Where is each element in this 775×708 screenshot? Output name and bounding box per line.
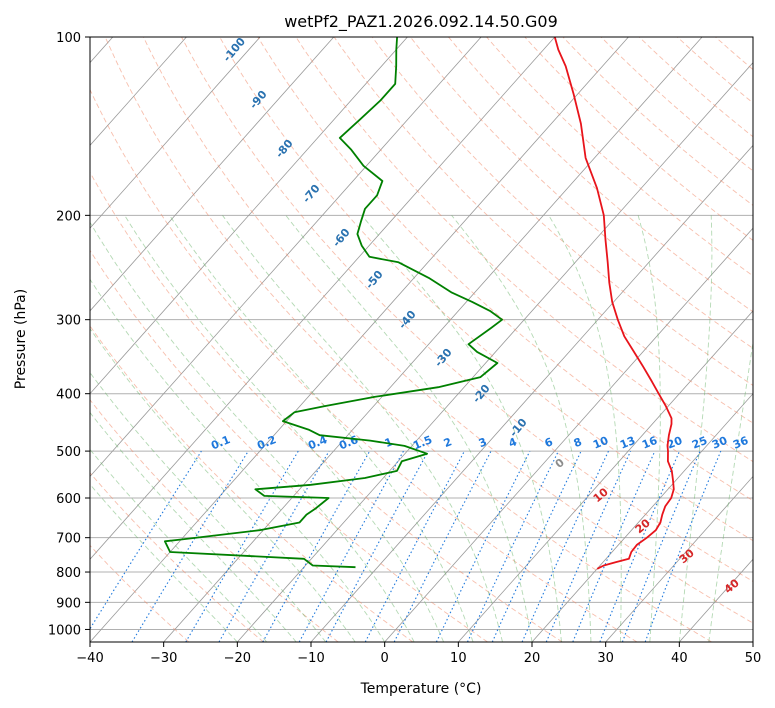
temperature-trace (553, 37, 675, 570)
plot-area: 0.1 0.2 0.4 0.6 1 1.5 2 3 4 6 8 10 13 16 20 25 30 36-100-… (90, 37, 753, 642)
mixing-ratio-line (621, 450, 701, 642)
moist-adiabat-line (361, 215, 562, 642)
moist-adiabat-line (708, 339, 753, 642)
chart-title: wetPf2_PAZ1.2026.092.14.50.G09 (284, 12, 558, 32)
mixing-ratio-line (599, 450, 681, 642)
mixing-ratio-line (131, 450, 249, 642)
mixing-ratio-label: 8 (572, 435, 584, 450)
dry-adiabat-line (257, 37, 753, 502)
mixing-ratio-line (644, 450, 722, 642)
dry-adiabat-line (181, 37, 753, 582)
x-tick-label: 20 (524, 651, 541, 666)
mixing-ratio-line (298, 450, 404, 642)
moist-adiabat-line (90, 327, 356, 642)
isotherm-line (90, 37, 556, 560)
moist-adiabat-line (169, 215, 474, 642)
y-tick-label: 400 (56, 388, 81, 403)
moist-adiabat-line (90, 411, 297, 642)
y-tick-label: 300 (56, 314, 81, 329)
mixing-ratio-line (393, 450, 492, 642)
x-axis-title: Temperature (°C) (360, 681, 482, 697)
isotherm-line (163, 37, 703, 642)
x-tick-label: 40 (671, 651, 688, 666)
isotherm-line (90, 37, 629, 642)
plot-frame (89, 36, 754, 643)
x-tick-label: 50 (745, 651, 762, 666)
mixing-ratio-label: 20 (665, 434, 684, 452)
y-tick-label: 100 (56, 31, 81, 46)
isotherm-line (90, 37, 408, 395)
moist-adiabat-line (124, 215, 445, 642)
isotherm-line (90, 37, 482, 478)
dry-adiabat-line (90, 399, 339, 642)
moist-adiabat-line (285, 215, 533, 642)
mixing-ratio-line (262, 450, 371, 642)
dry-adiabat-line (90, 472, 264, 642)
dewpoint-trace (164, 37, 503, 569)
moist-adiabat-line (678, 215, 713, 642)
isotherm-line (384, 227, 753, 642)
mixing-ratio-label: 16 (640, 434, 659, 452)
isotherm-line (310, 144, 753, 642)
mixing-ratio-label: 36 (731, 434, 750, 452)
isotherm-line (531, 393, 753, 642)
x-tick-label: −30 (150, 651, 177, 666)
dry-adiabat-line (90, 171, 563, 642)
mixing-ratio-line (325, 450, 429, 642)
y-tick-label: 1000 (48, 623, 81, 638)
dry-adiabat-line (90, 325, 414, 642)
dry-adiabat-line (142, 37, 753, 624)
isotherm-line (90, 37, 187, 146)
x-tick-label: −10 (297, 651, 324, 666)
mixing-ratio-label: 10 (591, 434, 610, 452)
moist-adiabat-line (90, 371, 327, 642)
y-axis-title: Pressure (hPa) (13, 289, 29, 389)
moist-adiabat-line (222, 215, 503, 642)
y-tick-label: 700 (56, 532, 81, 547)
moist-adiabat-line (90, 483, 238, 642)
moist-adiabat-line (637, 215, 661, 642)
mixing-ratio-label: 25 (690, 434, 709, 452)
dry-adiabat-line (295, 37, 753, 463)
x-tick-label: 10 (450, 651, 467, 666)
moist-adiabat-line (90, 221, 415, 642)
x-tick-label: −20 (224, 651, 251, 666)
moist-adiabat-line (90, 278, 386, 642)
mixing-ratio-line (435, 450, 531, 642)
dry-adiabat-line (371, 37, 753, 386)
moist-adiabat-line (90, 448, 268, 642)
y-tick-label: 600 (56, 492, 81, 507)
mixing-ratio-label: 30 (710, 434, 729, 452)
dry-adiabat-line (410, 37, 753, 349)
axes: −40 −30 −20 −10 0 10 20 30 40 50 100 200 300 400 500 60… (48, 31, 761, 666)
isotherm-line (458, 310, 753, 642)
y-tick-label: 200 (56, 209, 81, 224)
moist-adiabat-line (548, 215, 622, 642)
mixing-ratio-line (90, 450, 202, 630)
mixing-ratio-label: 13 (618, 434, 637, 452)
mixing-ratio-line (521, 450, 609, 642)
isotherm-line (237, 61, 753, 642)
isotherm-line (605, 475, 753, 642)
isotherm-line (90, 37, 335, 312)
y-tick-label: 900 (56, 596, 81, 611)
x-tick-label: 0 (381, 651, 389, 666)
y-tick-label: 500 (56, 445, 81, 460)
mixing-ratio-line (545, 450, 632, 642)
y-tick-label: 800 (56, 566, 81, 581)
isotherm-line (90, 37, 261, 229)
dry-adiabat-line (104, 37, 712, 642)
x-tick-label: 30 (597, 651, 614, 666)
mixing-ratio-label: 3 (477, 435, 489, 450)
dry-adiabat-line (90, 88, 638, 642)
x-tick-label: −40 (76, 651, 103, 666)
mixing-ratio-label: 2 (442, 435, 454, 450)
mixing-ratio-line (572, 450, 656, 642)
